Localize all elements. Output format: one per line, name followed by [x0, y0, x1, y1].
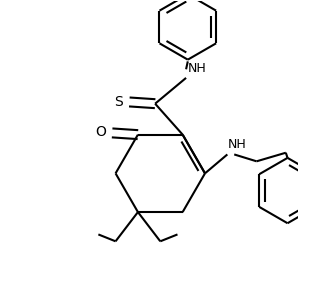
Text: S: S: [114, 95, 123, 109]
Text: O: O: [95, 125, 106, 139]
Text: NH: NH: [188, 62, 206, 75]
Text: NH: NH: [228, 138, 247, 151]
